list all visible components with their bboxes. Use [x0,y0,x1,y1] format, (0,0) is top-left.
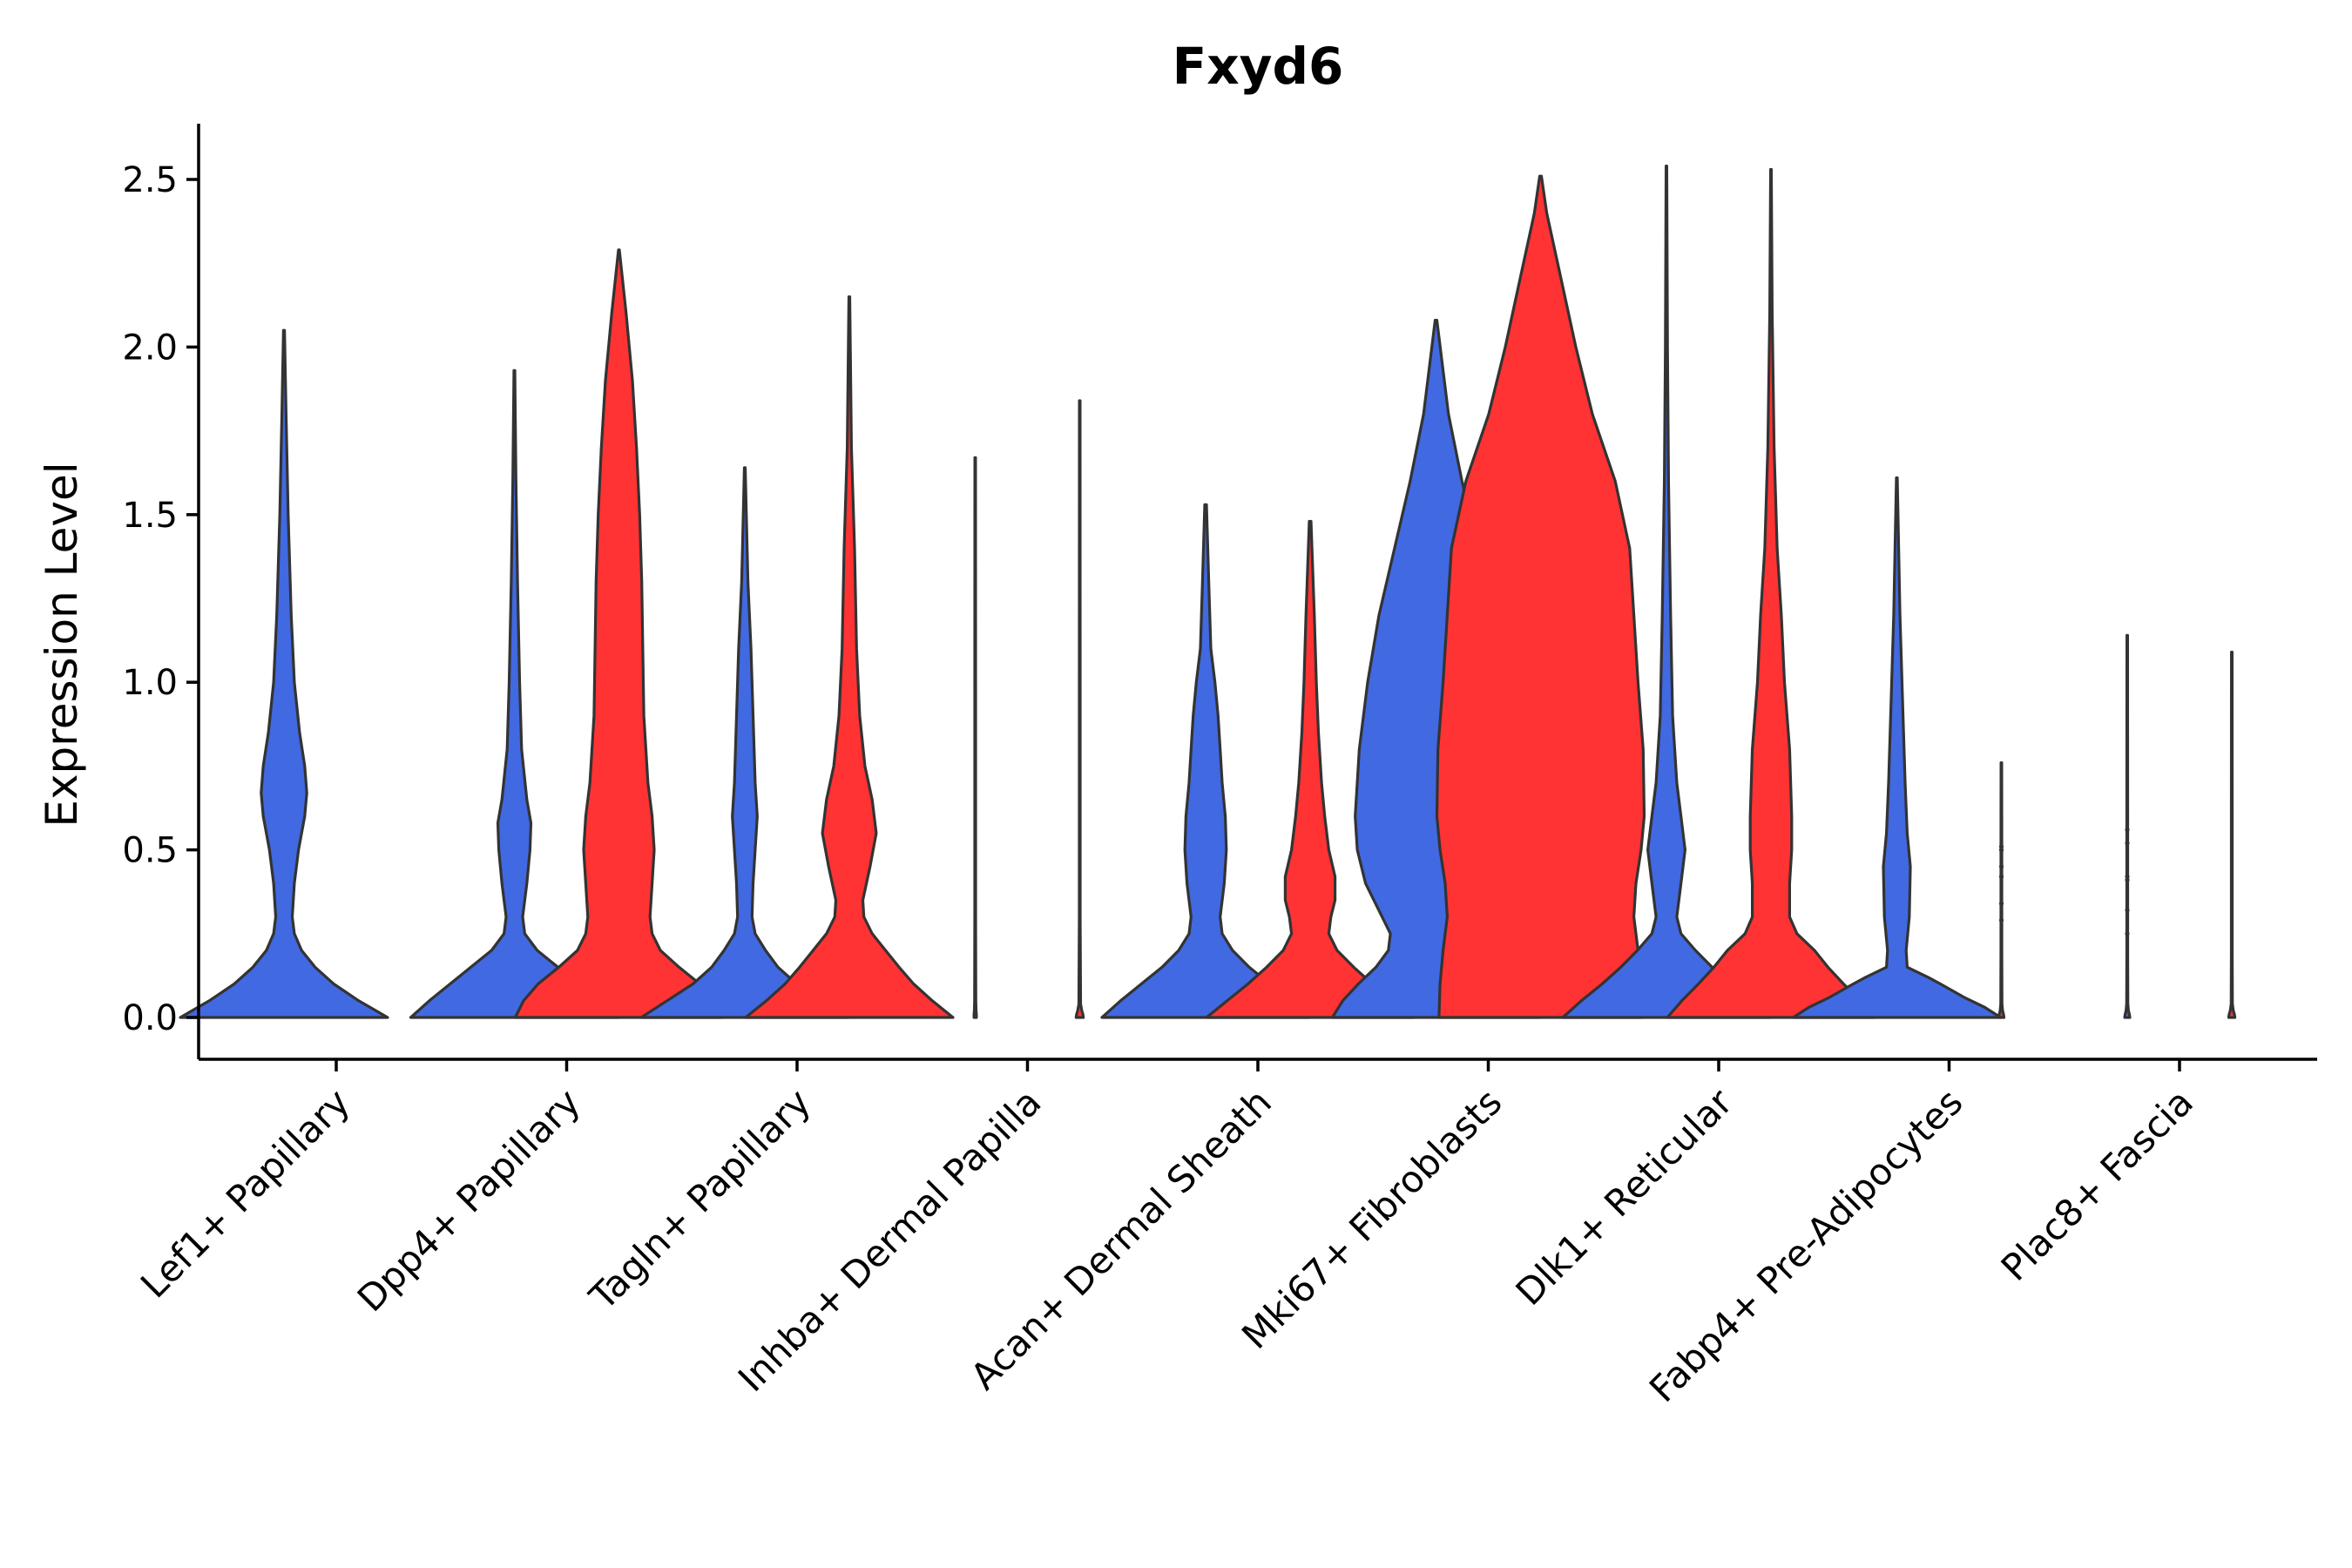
jitter-point [2125,931,2130,936]
jitter-point [1998,901,2004,906]
violin-0-left [179,328,389,1019]
violin-1-right [513,248,725,1019]
x-tick-label: Mki67+ Fibroblasts [1233,1080,1510,1356]
jitter-point [2125,877,2130,882]
x-tick-label: Dpp4+ Papillary [349,1080,589,1320]
y-tick-label: 0.0 [122,998,178,1038]
y-tick-label: 2.5 [122,160,178,200]
jitter-point [2125,908,2130,913]
violin-6-right [1666,167,1876,1019]
jitter-point [2125,841,2130,846]
y-axis-label: Expression Level [37,462,87,827]
violin-8-left [2123,633,2132,1019]
violin-5-right [1435,174,1646,1019]
violin-6-left [1561,165,1772,1019]
violin-4-left [1100,503,1311,1019]
y-tick-label: 2.0 [122,328,178,368]
jitter-point [1998,864,2004,869]
jitter-point [1998,848,2004,853]
chart-title: Fxyd6 [1173,37,1344,96]
x-tick-label: Tagln+ Papillary [581,1080,819,1318]
violin-8-right [2227,651,2237,1019]
violin-3-left [972,456,978,1019]
x-tick-label: Dlk1+ Reticular [1508,1080,1741,1314]
violin-7-right [1997,761,2006,1019]
jitter-points [1998,827,2130,936]
y-axis: 0.0 0.5 1.0 1.5 2.0 2.5 [122,124,200,1059]
violin-2-left [639,466,850,1019]
jitter-point [2125,874,2130,880]
violin-7-left [1791,476,2003,1019]
violin-group [179,165,2237,1019]
violin-2-right [744,295,955,1019]
y-tick-label: 0.5 [122,831,178,871]
jitter-point [1998,844,2004,849]
x-tick-label: Lef1+ Papillary [132,1080,358,1306]
y-tick-label: 1.5 [122,496,178,536]
y-tick-label: 1.0 [122,663,178,703]
x-tick-label: Plac8+ Fascia [1993,1080,2201,1288]
jitter-point [1998,874,2004,880]
jitter-point [1998,917,2004,923]
violin-1-left [409,368,620,1019]
jitter-point [2125,827,2130,833]
violin-4-right [1205,519,1416,1019]
violin-3-right [1074,399,1085,1019]
